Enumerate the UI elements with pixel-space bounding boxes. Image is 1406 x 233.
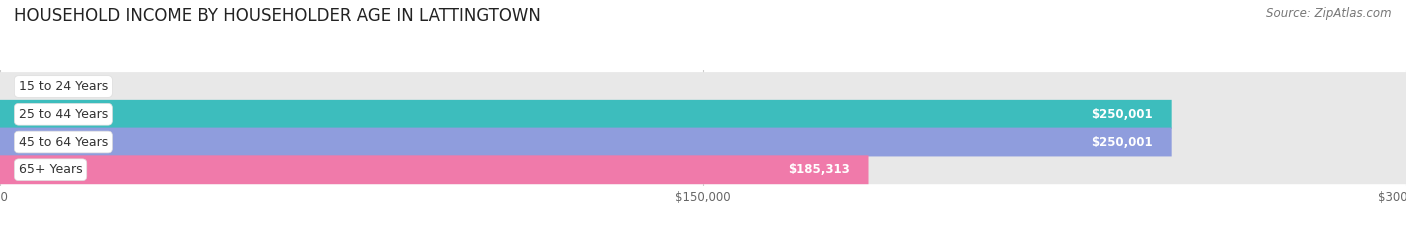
Text: $250,001: $250,001 — [1091, 108, 1153, 121]
FancyBboxPatch shape — [0, 155, 1406, 184]
Text: $185,313: $185,313 — [787, 163, 849, 176]
FancyBboxPatch shape — [0, 155, 869, 184]
FancyBboxPatch shape — [0, 128, 1406, 156]
Text: 15 to 24 Years: 15 to 24 Years — [18, 80, 108, 93]
Text: $250,001: $250,001 — [1091, 136, 1153, 148]
Text: Source: ZipAtlas.com: Source: ZipAtlas.com — [1267, 7, 1392, 20]
FancyBboxPatch shape — [0, 100, 1406, 129]
Text: 25 to 44 Years: 25 to 44 Years — [18, 108, 108, 121]
Text: HOUSEHOLD INCOME BY HOUSEHOLDER AGE IN LATTINGTOWN: HOUSEHOLD INCOME BY HOUSEHOLDER AGE IN L… — [14, 7, 541, 25]
Text: 65+ Years: 65+ Years — [18, 163, 83, 176]
FancyBboxPatch shape — [0, 100, 1171, 129]
Text: 45 to 64 Years: 45 to 64 Years — [18, 136, 108, 148]
FancyBboxPatch shape — [0, 72, 1406, 101]
FancyBboxPatch shape — [0, 128, 1171, 156]
Text: $0: $0 — [21, 80, 37, 93]
